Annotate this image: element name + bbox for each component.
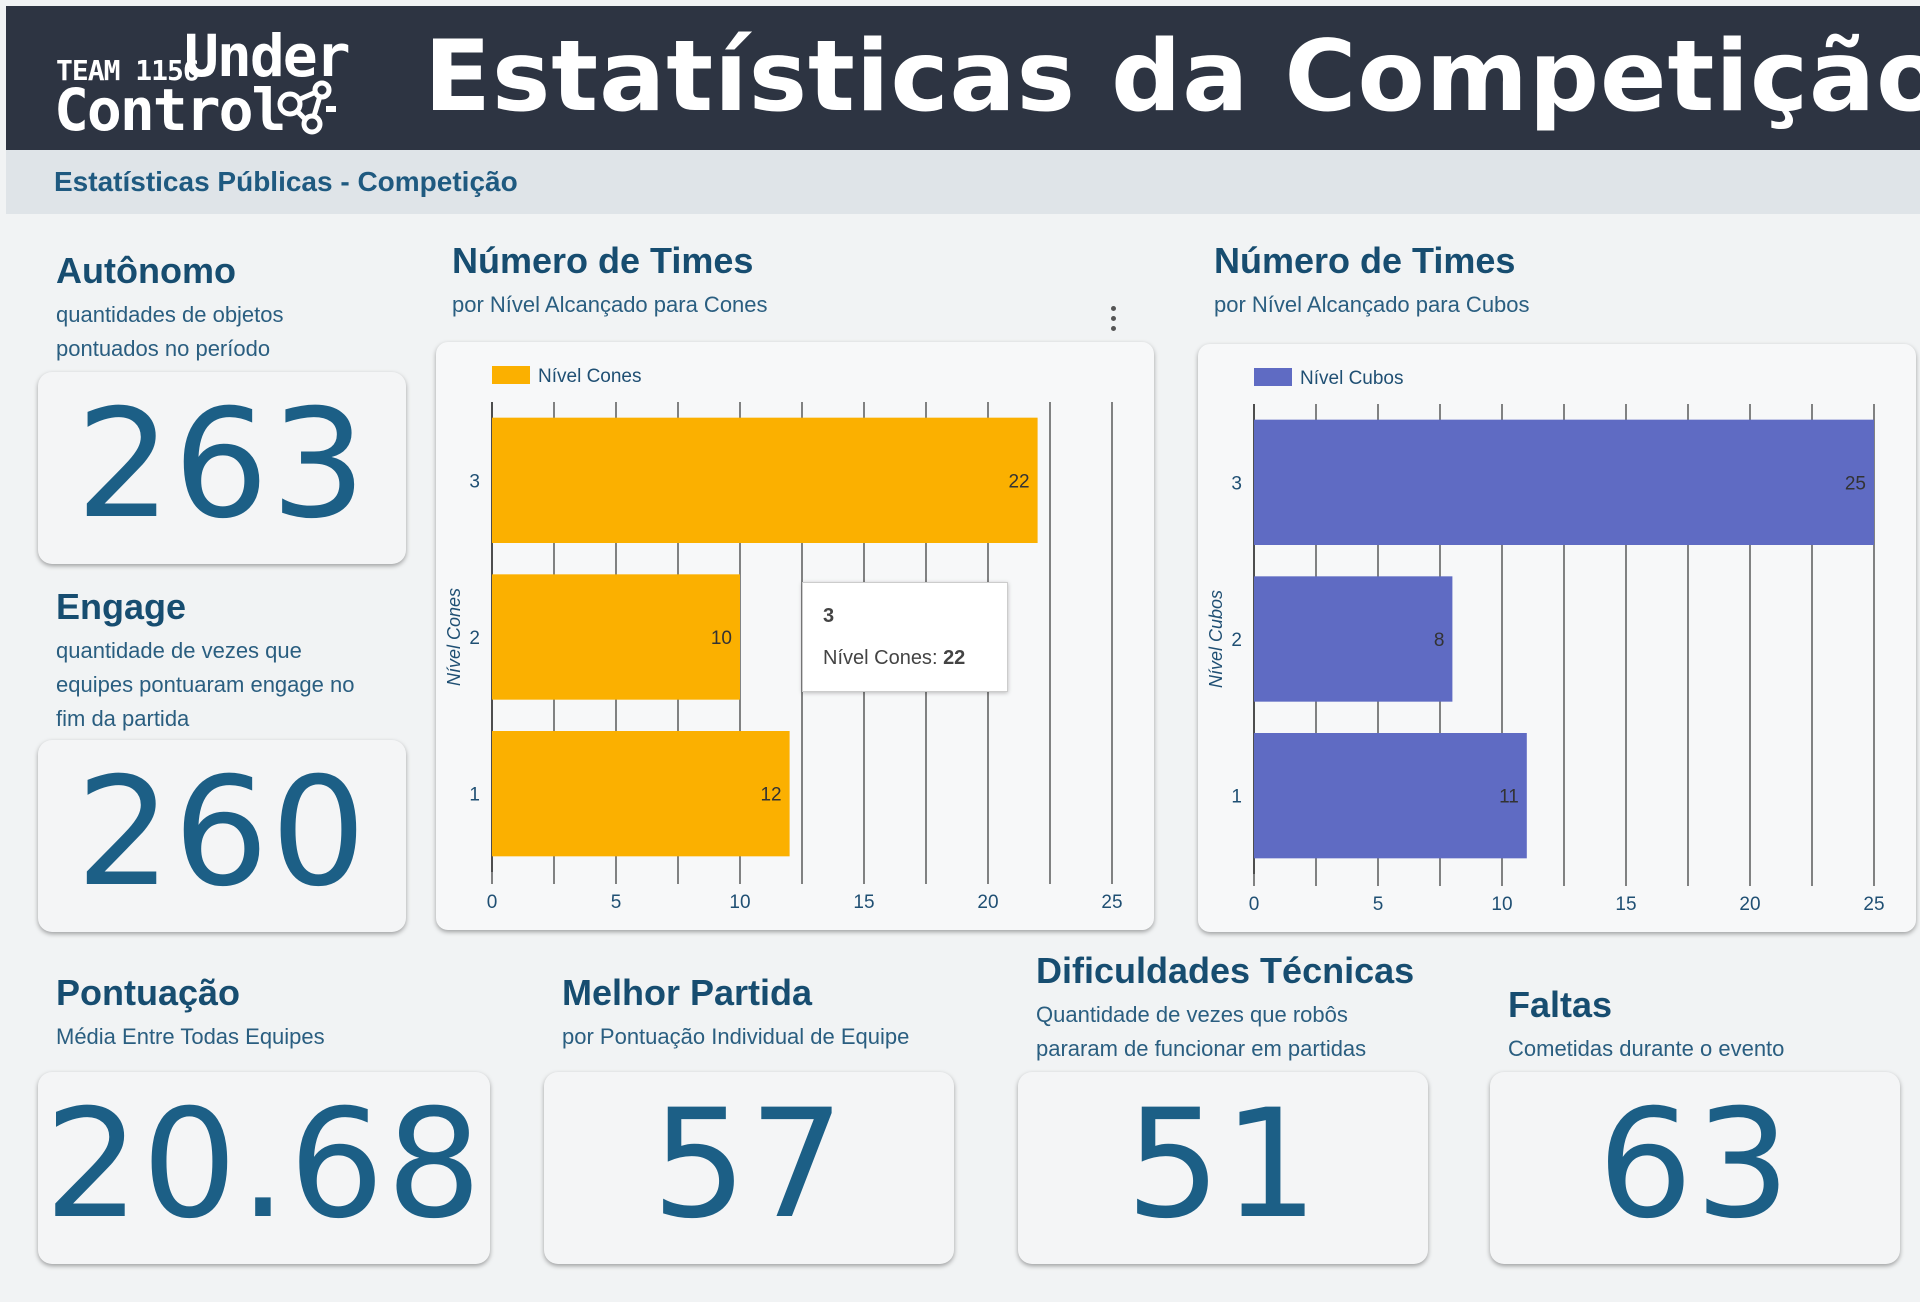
cubos-x-tick-label: 5	[1373, 894, 1384, 915]
engage-value: 260	[75, 746, 369, 920]
page-title: Estatísticas da Competição	[424, 20, 1920, 134]
cones-y-axis-title: Nível Cones	[444, 588, 464, 686]
dificuldades-sub-line2: pararam de funcionar em partidas	[1036, 1036, 1367, 1061]
engage-subtitle: quantidade de vezes que equipes pontuara…	[56, 634, 354, 736]
pontuacao-subtitle: Média Entre Todas Equipes	[56, 1024, 325, 1049]
tooltip-value: 22	[943, 647, 966, 669]
cones-y-tick-label: 1	[469, 785, 480, 806]
autonomo-card: 263	[38, 372, 406, 564]
cones-chart-subtitle: por Nível Alcançado para Cones	[452, 292, 768, 317]
melhor-partida-title: Melhor Partida	[562, 972, 813, 1013]
autonomo-subtitle: quantidades de objetos pontuados no perí…	[56, 298, 284, 366]
controller-icon	[277, 80, 336, 135]
pontuacao-value: 20.68	[44, 1078, 484, 1252]
cubos-y-tick-label: 2	[1231, 630, 1242, 651]
cubos-x-tick-label: 15	[1615, 894, 1636, 915]
cubos-bar-1[interactable]	[1254, 733, 1527, 859]
melhor-partida-card: 57	[544, 1072, 954, 1264]
cubos-y-tick-label: 3	[1231, 473, 1242, 494]
dificuldades-sub-line1: Quantidade de vezes que robôs	[1036, 1002, 1348, 1027]
cones-x-tick-label: 5	[611, 892, 622, 913]
cones-chart-title: Número de Times	[452, 240, 754, 281]
engage-title: Engage	[56, 586, 187, 627]
faltas-value: 63	[1597, 1078, 1793, 1252]
cones-legend-label[interactable]: Nível Cones	[538, 366, 642, 387]
logo-team-text: TEAM 1156	[56, 54, 200, 87]
cones-data-label: 10	[711, 628, 732, 649]
page-subtitle: Estatísticas Públicas - Competição	[54, 166, 518, 197]
cones-x-tick-label: 25	[1101, 892, 1122, 913]
autonomo-title: Autônomo	[56, 250, 236, 291]
tooltip-label: Nível Cones	[823, 647, 932, 669]
faltas-card: 63	[1490, 1072, 1900, 1264]
melhor-partida-subtitle: por Pontuação Individual de Equipe	[562, 1024, 910, 1049]
dificuldades-title: Dificuldades Técnicas	[1036, 950, 1415, 991]
cubos-chart-card: 0 5 10 15 20 25 25 3 8 2 11 1 Nível Cubos Nível Cubos	[1198, 344, 1916, 932]
autonomo-sub-line1: quantidades de objetos	[56, 302, 284, 327]
cubos-legend-label[interactable]: Nível Cubos	[1300, 368, 1404, 389]
cubos-data-label: 11	[1499, 787, 1519, 808]
cubos-x-tick-label: 0	[1249, 894, 1260, 915]
logo-control-text: Control	[54, 76, 286, 144]
engage-sub-line1: quantidade de vezes que	[56, 638, 302, 663]
faltas-subtitle: Cometidas durante o evento	[1508, 1036, 1785, 1061]
cubos-data-label: 25	[1845, 473, 1866, 494]
pontuacao-card: 20.68	[38, 1072, 490, 1264]
cubos-chart-subtitle: por Nível Alcançado para Cubos	[1214, 292, 1530, 317]
logo-under-text: Under	[184, 22, 351, 90]
cubos-x-tick-label: 10	[1491, 894, 1512, 915]
faltas-title: Faltas	[1508, 984, 1613, 1025]
cubos-x-tick-label: 20	[1739, 894, 1760, 915]
cones-x-tick-label: 20	[977, 892, 998, 913]
autonomo-value: 263	[75, 378, 369, 552]
cones-data-label: 12	[760, 785, 781, 806]
engage-sub-line2: equipes pontuaram engage no	[56, 672, 355, 697]
cones-y-tick-label: 3	[469, 471, 480, 492]
engage-card: 260	[38, 740, 406, 932]
cubos-bar-3[interactable]	[1254, 419, 1874, 545]
cones-bar-1[interactable]	[492, 731, 790, 857]
cones-x-tick-label: 10	[729, 892, 750, 913]
tooltip-title: 3	[823, 605, 835, 627]
cones-bar-2[interactable]	[492, 574, 740, 700]
cubos-legend-swatch[interactable]	[1254, 368, 1292, 386]
breadcrumb-bar: Estatísticas Públicas - Competição	[6, 150, 1920, 214]
team-logo: TEAM 1156 Under Control	[50, 20, 370, 144]
cubos-x-tick-label: 25	[1863, 894, 1884, 915]
cones-x-tick-label: 0	[487, 892, 498, 913]
cubos-bar-2[interactable]	[1254, 576, 1453, 702]
more-options-icon[interactable]	[1110, 306, 1118, 332]
melhor-partida-value: 57	[651, 1078, 847, 1252]
engage-sub-line3: fim da partida	[56, 706, 190, 731]
cones-chart-card: 0 5 10 15 20 25 22 3 10 2 12 1 Nível Cones Nível Cone…	[436, 342, 1154, 930]
dificuldades-subtitle: Quantidade de vezes que robôs pararam de…	[1036, 998, 1366, 1066]
tooltip-body: Nível Cones: 22	[823, 647, 966, 669]
dificuldades-value: 51	[1125, 1078, 1321, 1252]
autonomo-sub-line2: pontuados no período	[56, 336, 271, 361]
pontuacao-title: Pontuação	[56, 972, 241, 1013]
header-bar: TEAM 1156 Under Control Estatísticas da …	[6, 6, 1920, 150]
cones-legend-swatch[interactable]	[492, 366, 530, 384]
chart-tooltip: 3 Nível Cones: 22	[802, 582, 1008, 692]
dificuldades-card: 51	[1018, 1072, 1428, 1264]
cones-y-tick-label: 2	[469, 628, 480, 649]
cubos-y-tick-label: 1	[1231, 787, 1242, 808]
cubos-chart-title: Número de Times	[1214, 240, 1516, 281]
cones-x-tick-label: 15	[853, 892, 874, 913]
cones-data-label: 22	[1008, 471, 1029, 492]
cubos-y-axis-title: Nível Cubos	[1206, 590, 1226, 688]
cubos-data-label: 8	[1434, 630, 1445, 651]
cones-bar-3[interactable]	[492, 417, 1038, 543]
